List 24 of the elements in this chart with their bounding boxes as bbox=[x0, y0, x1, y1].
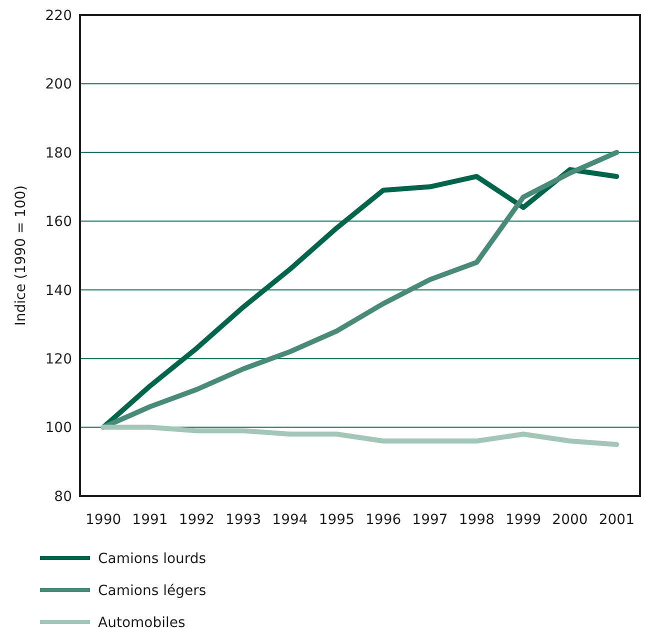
y-tick-label: 220 bbox=[45, 8, 72, 24]
x-tick-label: 1995 bbox=[318, 512, 354, 528]
x-tick-label: 1992 bbox=[178, 512, 214, 528]
y-tick-label: 200 bbox=[45, 76, 72, 93]
y-tick-label: 80 bbox=[54, 488, 72, 505]
x-tick-label: 1997 bbox=[412, 512, 448, 528]
x-tick-label: 1996 bbox=[366, 512, 402, 528]
x-tick-label: 1990 bbox=[86, 512, 122, 528]
x-tick-label: 1998 bbox=[458, 512, 494, 528]
legend-label: Automobiles bbox=[98, 614, 186, 631]
legend-label: Camions lourds bbox=[98, 550, 206, 567]
legend-label: Camions légers bbox=[98, 582, 206, 599]
y-tick-label: 140 bbox=[45, 282, 72, 299]
x-tick-label: 1991 bbox=[132, 512, 168, 528]
x-tick-label: 2001 bbox=[598, 512, 634, 528]
y-tick-label: 100 bbox=[45, 420, 72, 436]
x-tick-label: 2000 bbox=[552, 512, 588, 528]
y-tick-label: 160 bbox=[45, 214, 72, 230]
y-tick-label: 120 bbox=[45, 351, 72, 368]
x-tick-label: 1993 bbox=[226, 512, 262, 528]
y-axis-title: Indice (1990 = 100) bbox=[13, 185, 29, 326]
x-tick-label: 1999 bbox=[506, 512, 542, 528]
y-tick-label: 180 bbox=[45, 145, 72, 162]
x-tick-label: 1994 bbox=[272, 512, 308, 528]
